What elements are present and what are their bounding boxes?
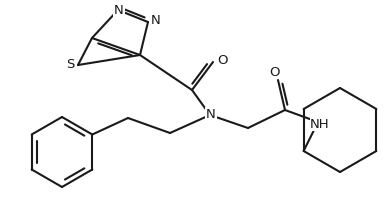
- Text: N: N: [151, 15, 161, 27]
- Text: NH: NH: [310, 118, 330, 130]
- Text: N: N: [114, 3, 124, 17]
- Text: S: S: [66, 59, 74, 72]
- Text: O: O: [269, 65, 279, 79]
- Text: O: O: [217, 54, 227, 66]
- Text: N: N: [206, 107, 216, 121]
